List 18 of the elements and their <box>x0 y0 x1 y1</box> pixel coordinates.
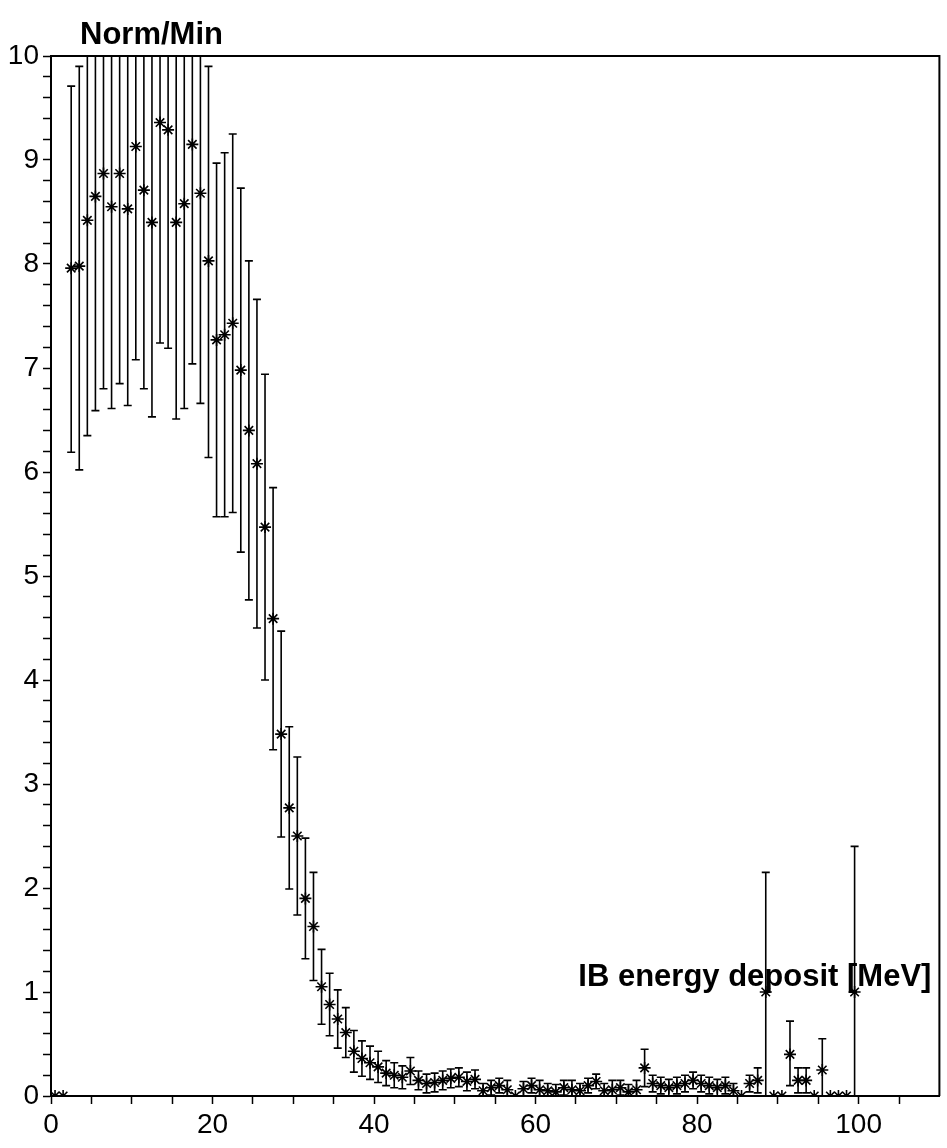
y-tick-label: 5 <box>23 558 39 590</box>
y-tick-label: 7 <box>23 350 39 382</box>
y-tick-label: 9 <box>23 142 39 174</box>
y-tick-label: 3 <box>23 766 39 798</box>
x-tick-label: 20 <box>196 1107 229 1139</box>
x-tick-label: 0 <box>43 1107 59 1139</box>
y-tick-label: 4 <box>23 662 39 694</box>
y-tick-label: 2 <box>23 870 39 902</box>
y-tick-label: 8 <box>23 246 39 278</box>
y-tick-label: 6 <box>23 454 39 486</box>
x-tick-label: 100 <box>835 1107 882 1139</box>
y-tick-label: 0 <box>23 1078 39 1110</box>
y-axis-title: Norm/Min <box>80 16 223 51</box>
x-tick-label: 40 <box>358 1107 390 1139</box>
x-tick-label: 80 <box>681 1107 713 1139</box>
y-tick-label: 1 <box>23 974 39 1006</box>
y-tick-label: 10 <box>7 38 39 70</box>
x-tick-label: 60 <box>520 1107 552 1139</box>
